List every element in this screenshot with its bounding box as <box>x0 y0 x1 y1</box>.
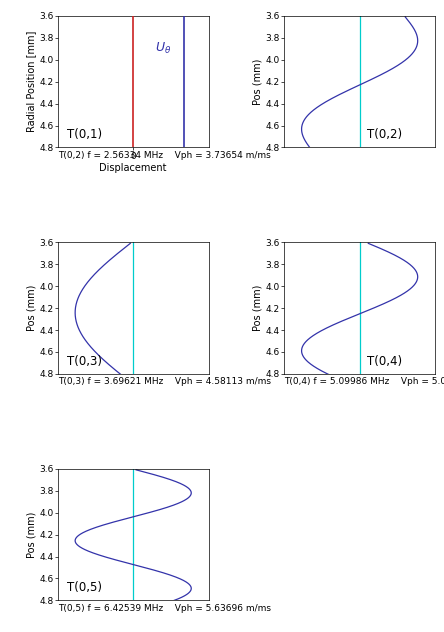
Y-axis label: Pos (mm): Pos (mm) <box>26 511 36 558</box>
Text: T(0,2): T(0,2) <box>367 128 402 141</box>
Text: T(0,1): T(0,1) <box>67 128 102 141</box>
Y-axis label: Pos (mm): Pos (mm) <box>253 285 263 331</box>
Text: $U_\theta$: $U_\theta$ <box>155 41 171 56</box>
Text: T(0,3) f = 3.69621 MHz    Vph = 4.58113 m/ms: T(0,3) f = 3.69621 MHz Vph = 4.58113 m/m… <box>58 377 271 386</box>
Text: T(0,4) f = 5.09986 MHz    Vph = 5.09007 m/ms: T(0,4) f = 5.09986 MHz Vph = 5.09007 m/m… <box>284 377 444 386</box>
Y-axis label: Radial Position [mm]: Radial Position [mm] <box>26 31 36 132</box>
X-axis label: Displacement: Displacement <box>99 164 167 173</box>
Text: T(0,5): T(0,5) <box>67 581 102 594</box>
Y-axis label: Pos (mm): Pos (mm) <box>253 58 263 105</box>
Text: T(0,2) f = 2.56334 MHz    Vph = 3.73654 m/ms: T(0,2) f = 2.56334 MHz Vph = 3.73654 m/m… <box>58 150 270 160</box>
Y-axis label: Pos (mm): Pos (mm) <box>26 285 36 331</box>
Text: T(0,4): T(0,4) <box>367 355 402 368</box>
Text: T(0,5) f = 6.42539 MHz    Vph = 5.63696 m/ms: T(0,5) f = 6.42539 MHz Vph = 5.63696 m/m… <box>58 604 271 612</box>
Text: T(0,3): T(0,3) <box>67 355 102 368</box>
